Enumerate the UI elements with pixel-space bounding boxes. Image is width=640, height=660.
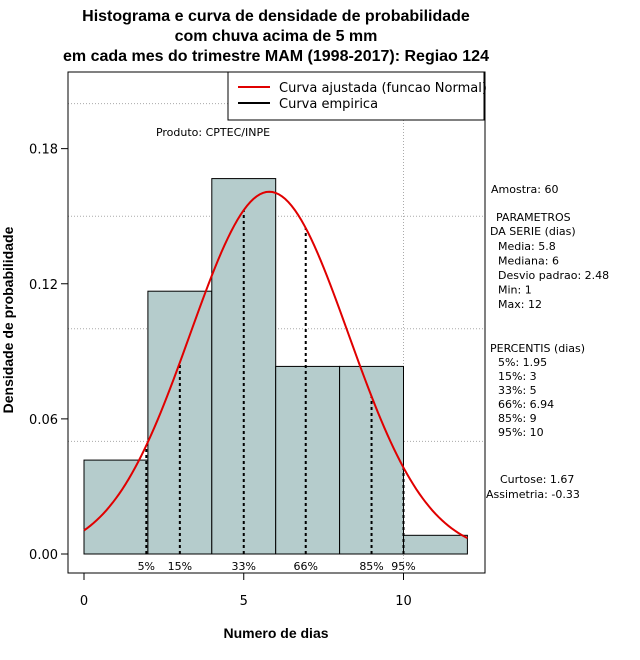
normal-curve — [83, 190, 468, 539]
stat-percentil: 66%: 6.94 — [498, 398, 554, 411]
legend: Curva ajustada (funcao Normal)Curva empi… — [227, 71, 487, 121]
stat-curtose: Curtose: 1.67 — [500, 473, 574, 486]
stat-param: Min: 1 — [498, 284, 532, 297]
stat-param: Max: 12 — [498, 298, 542, 311]
stat-percentil: 5%: 1.95 — [498, 356, 547, 369]
histogram-bar — [403, 534, 468, 555]
chart-title-line: em cada mes do trimestre MAM (1998-2017)… — [63, 48, 489, 65]
x-axis-title: Numero de dias — [223, 625, 328, 641]
stat-assimetria: Assimetria: -0.33 — [486, 488, 580, 501]
y-tick-label: 0.12 — [29, 278, 58, 293]
product-annotation: Produto: CPTEC/INPE — [156, 126, 270, 139]
y-tick-label: 0.18 — [29, 143, 58, 158]
stat-param: Desvio padrao: 2.48 — [498, 269, 609, 282]
stat-percentil: 85%: 9 — [498, 412, 537, 425]
histogram-bar — [275, 365, 341, 555]
percentile-label: 95% — [391, 560, 415, 573]
percentile-label: 85% — [359, 560, 383, 573]
x-tick-label: 5 — [240, 594, 248, 609]
percentile-label: 33% — [232, 560, 256, 573]
percentile-label: 66% — [294, 560, 318, 573]
y-axis-title: Densidade de probabilidade — [0, 226, 16, 413]
stat-percentil: 15%: 3 — [498, 370, 537, 383]
stat-percentil: 33%: 5 — [498, 384, 537, 397]
x-tick-label: 10 — [395, 594, 412, 609]
stat-percentil: 95%: 10 — [498, 426, 544, 439]
histogram-bar — [83, 459, 149, 555]
y-tick-label: 0.00 — [29, 548, 58, 563]
chart-title-line: com chuva acima de 5 mm — [175, 28, 378, 45]
stat-params-title: PARAMETROS — [496, 211, 571, 224]
legend-label: Curva ajustada (funcao Normal) — [279, 81, 487, 96]
legend-label: Curva empirica — [279, 97, 378, 112]
stat-params-title: DA SERIE (dias) — [490, 225, 576, 238]
stat-percentis-title: PERCENTIS (dias) — [490, 342, 585, 355]
stat-param: Media: 5.8 — [498, 240, 556, 253]
y-tick-label: 0.06 — [29, 413, 58, 428]
stat-param: Mediana: 6 — [498, 255, 559, 268]
legend-box — [227, 71, 485, 121]
stat-sample: Amostra: 60 — [491, 183, 558, 196]
x-tick-label: 0 — [80, 594, 88, 609]
percentile-label: 15% — [168, 560, 192, 573]
chart-title-line: Histograma e curva de densidade de proba… — [82, 8, 470, 25]
percentile-label: 5% — [138, 560, 155, 573]
